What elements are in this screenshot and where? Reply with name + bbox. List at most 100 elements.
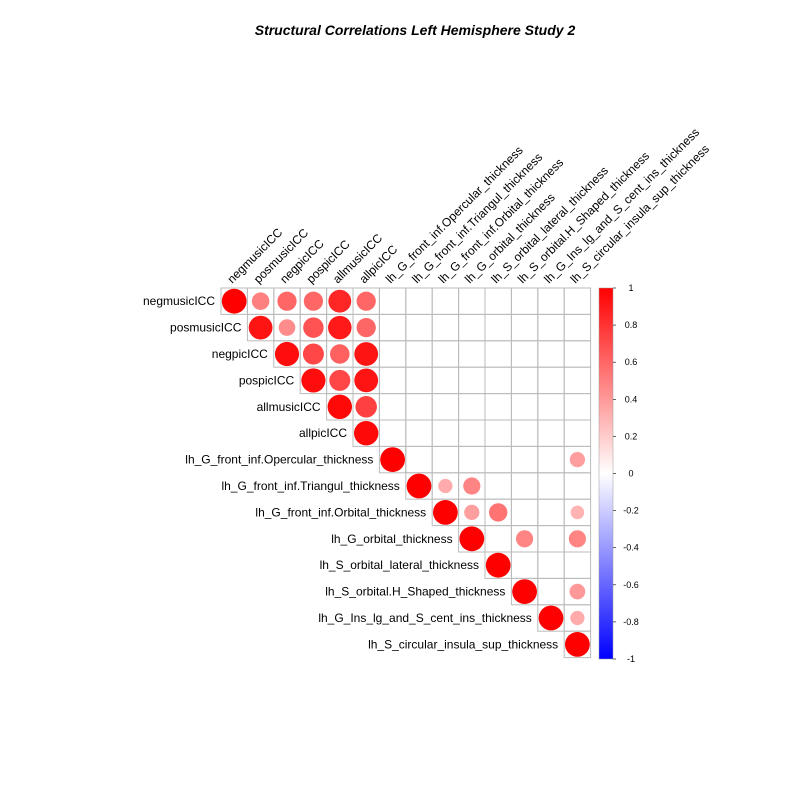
matrix-cell <box>458 366 486 395</box>
matrix-cell <box>563 393 592 421</box>
correlation-circle <box>356 291 376 311</box>
correlation-circle <box>221 288 247 314</box>
matrix-cell <box>458 313 486 342</box>
row-label: lh_S_orbital_lateral_thickness <box>320 558 479 572</box>
correlation-circle <box>248 315 273 340</box>
correlation-circle <box>406 473 432 499</box>
matrix-cell <box>537 340 565 368</box>
matrix-cell <box>510 393 539 421</box>
correlation-circle <box>274 341 300 367</box>
matrix-cell <box>484 472 512 500</box>
correlation-circle <box>569 451 586 468</box>
correlation-circle <box>538 605 564 631</box>
matrix-cell <box>484 419 512 447</box>
row-label: lh_S_orbital.H_Shaped_thickness <box>325 585 505 599</box>
legend-tick-label: -1 <box>627 654 635 664</box>
correlation-circle <box>302 343 324 365</box>
matrix-cell <box>378 393 407 421</box>
matrix-cell <box>537 287 565 315</box>
correlation-circle <box>463 477 481 495</box>
matrix-cell <box>510 287 539 315</box>
matrix-cell <box>484 340 512 368</box>
correlation-circle <box>328 289 352 313</box>
row-label: lh_G_front_inf.Opercular_thickness <box>185 453 373 467</box>
matrix-cell <box>431 287 460 315</box>
correlation-circle <box>354 368 379 393</box>
matrix-cell <box>378 366 407 395</box>
correlation-circle <box>380 447 405 472</box>
matrix-cell <box>510 313 539 342</box>
row-label: lh_G_front_inf.Orbital_thickness <box>255 505 426 519</box>
matrix-cell <box>405 419 433 447</box>
matrix-cell <box>563 313 592 342</box>
legend-tick-label: 0.8 <box>625 320 638 330</box>
correlation-circle <box>485 552 511 578</box>
matrix-cell <box>537 472 565 500</box>
matrix-cell <box>563 340 592 368</box>
matrix-cell <box>405 340 433 368</box>
matrix-cell <box>563 472 592 500</box>
matrix-cell <box>484 445 512 474</box>
matrix-cell <box>431 419 460 447</box>
matrix-grid <box>220 287 592 659</box>
matrix-cell <box>431 313 460 342</box>
row-labels: negmusicICC posmusicICC negpicICC pospicICC… <box>143 294 558 651</box>
matrix-cell <box>405 287 433 315</box>
matrix-cell <box>405 313 433 342</box>
matrix-cell <box>537 577 565 606</box>
correlation-circle <box>459 526 485 552</box>
correlation-circle <box>303 317 324 338</box>
matrix-cell <box>458 419 486 447</box>
legend-tick-label: 0.2 <box>625 431 638 441</box>
correlation-circle <box>433 500 458 525</box>
legend-color-bar <box>598 287 614 660</box>
matrix-cell <box>431 445 460 474</box>
correlation-circle <box>568 530 586 548</box>
correlation-circle <box>516 530 534 548</box>
matrix-cell <box>510 445 539 474</box>
legend-tick-label: -0.2 <box>623 506 639 516</box>
correlation-circle <box>303 291 324 311</box>
correlation-circle <box>438 478 453 494</box>
correlation-circle <box>355 396 377 418</box>
matrix-cell <box>537 393 565 421</box>
legend-tick-label: 0.4 <box>625 394 638 404</box>
matrix-cell <box>537 498 565 527</box>
matrix-cell <box>563 630 592 659</box>
row-label: lh_G_Ins_lg_and_S_cent_ins_thickness <box>318 611 531 625</box>
matrix-cell <box>563 287 592 315</box>
correlation-circle <box>356 317 376 338</box>
correlation-circle <box>329 369 351 391</box>
matrix-cell <box>378 419 407 447</box>
matrix-cell <box>510 498 539 527</box>
row-label: allmusicICC <box>257 400 321 414</box>
matrix-cell <box>458 393 486 421</box>
correlation-circle <box>569 583 586 600</box>
matrix-cell <box>405 445 433 474</box>
matrix-cell <box>510 472 539 500</box>
correlation-circle <box>464 504 480 521</box>
matrix-cell <box>458 445 486 474</box>
row-label: lh_G_front_inf.Triangul_thickness <box>221 479 399 493</box>
legend-tick-label: -0.8 <box>623 617 639 627</box>
matrix-cell <box>537 313 565 342</box>
matrix-cell <box>431 366 460 395</box>
matrix-cell <box>378 287 407 315</box>
correlation-circle <box>278 319 296 336</box>
legend-tick-label: 0.6 <box>625 357 638 367</box>
correlation-circle <box>328 315 352 340</box>
correlation-circle <box>277 291 297 311</box>
matrix-cell <box>484 525 512 553</box>
row-label: lh_S_circular_insula_sup_thickness <box>368 637 558 651</box>
correlation-circle <box>354 342 379 366</box>
matrix-cell <box>537 445 565 474</box>
matrix-cell <box>537 419 565 447</box>
matrix-cell <box>378 340 407 368</box>
matrix-cell <box>563 551 592 579</box>
matrix-cell <box>510 340 539 368</box>
matrix-cell <box>510 366 539 395</box>
legend-tick-label: 1 <box>628 283 633 293</box>
row-label: negmusicICC <box>143 294 215 308</box>
matrix-cell <box>484 287 512 315</box>
